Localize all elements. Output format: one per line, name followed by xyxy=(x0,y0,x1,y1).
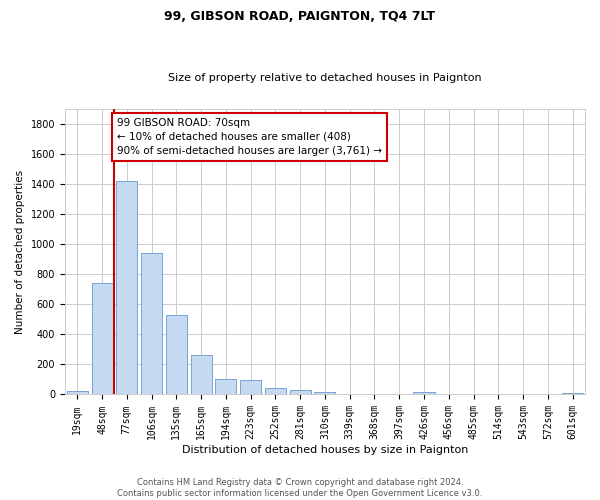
Bar xyxy=(562,392,583,394)
Text: Contains HM Land Registry data © Crown copyright and database right 2024.
Contai: Contains HM Land Registry data © Crown c… xyxy=(118,478,482,498)
Bar xyxy=(67,391,88,394)
Bar xyxy=(290,390,311,394)
Y-axis label: Number of detached properties: Number of detached properties xyxy=(15,170,25,334)
X-axis label: Distribution of detached houses by size in Paignton: Distribution of detached houses by size … xyxy=(182,445,468,455)
Bar xyxy=(240,380,261,394)
Bar xyxy=(191,354,212,395)
Text: 99 GIBSON ROAD: 70sqm
← 10% of detached houses are smaller (408)
90% of semi-det: 99 GIBSON ROAD: 70sqm ← 10% of detached … xyxy=(117,118,382,156)
Bar xyxy=(265,388,286,394)
Bar xyxy=(215,378,236,394)
Text: 99, GIBSON ROAD, PAIGNTON, TQ4 7LT: 99, GIBSON ROAD, PAIGNTON, TQ4 7LT xyxy=(164,10,436,23)
Title: Size of property relative to detached houses in Paignton: Size of property relative to detached ho… xyxy=(168,73,482,83)
Bar xyxy=(413,392,434,394)
Bar xyxy=(166,315,187,394)
Bar xyxy=(314,392,335,394)
Bar xyxy=(92,283,113,395)
Bar xyxy=(116,181,137,394)
Bar xyxy=(141,253,162,394)
